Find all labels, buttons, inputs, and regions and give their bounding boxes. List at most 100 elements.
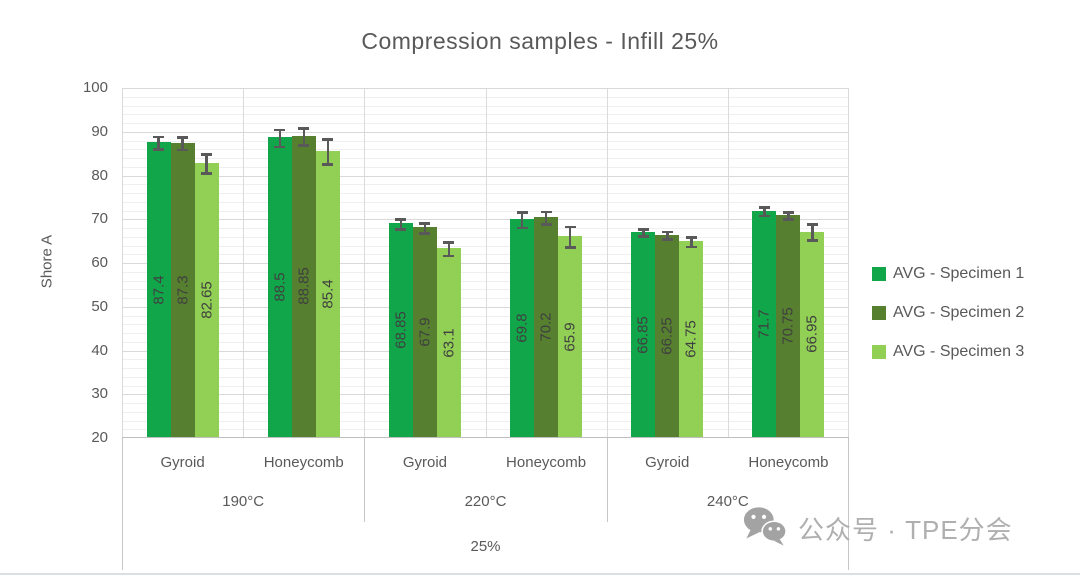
- error-bar: [666, 231, 669, 240]
- bar-gyroid-220-c-specimen-3: 63.1: [436, 248, 461, 437]
- temperature-label: 190°C: [222, 493, 265, 510]
- error-bar-cap: [395, 228, 407, 231]
- axis-frame-line: [606, 438, 608, 522]
- error-bar: [787, 212, 790, 220]
- bar-gyroid-220-c-specimen-1: 68.85: [388, 223, 413, 437]
- category-divider: [122, 88, 123, 437]
- legend-swatch: [872, 306, 886, 320]
- bar-gyroid-240-c-specimen-1: 66.85: [631, 232, 656, 437]
- bar-gyroid-190-c-specimen-3: 82.65: [194, 162, 219, 437]
- error-bar-cap: [201, 153, 213, 156]
- pattern-label: Honeycomb: [506, 454, 587, 471]
- error-bar-cap: [782, 218, 794, 221]
- legend-swatch: [872, 267, 886, 281]
- error-bar-cap: [564, 246, 576, 249]
- bar-value-label: 67.9: [416, 317, 434, 347]
- bar-honeycomb-220-c-specimen-3: 65.9: [558, 236, 583, 437]
- error-bar-cap: [177, 148, 189, 152]
- error-bar: [181, 137, 184, 151]
- error-bar-cap: [153, 135, 165, 139]
- error-bar-cap: [758, 206, 770, 209]
- error-bar-cap: [274, 128, 286, 132]
- error-bar-cap: [661, 238, 673, 241]
- error-bar-cap: [685, 236, 697, 239]
- legend-item-specimen-1: AVG - Specimen 1: [872, 264, 1024, 284]
- bar-value-label: 70.75: [779, 307, 797, 345]
- error-bar-cap: [443, 254, 455, 258]
- axis-frame-line: [122, 438, 123, 570]
- pattern-label: Gyroid: [645, 454, 690, 471]
- y-tick-label: 100: [82, 79, 108, 96]
- legend-label: AVG - Specimen 3: [893, 343, 1025, 360]
- bar-honeycomb-220-c-specimen-1: 69.8: [510, 219, 535, 437]
- bar-gyroid-220-c-specimen-2: 67.9: [412, 227, 437, 437]
- error-bar-cap: [685, 245, 697, 249]
- watermark-text: 公众号 · TPE分会: [798, 515, 1013, 545]
- error-bar-cap: [540, 210, 552, 214]
- error-bar: [157, 136, 160, 150]
- error-bar-cap: [322, 138, 334, 141]
- temperature-label: 220°C: [464, 493, 507, 510]
- y-tick-label: 90: [91, 122, 108, 140]
- bar-value-label: 66.25: [658, 317, 676, 355]
- legend-item-specimen-2: AVG - Specimen 2: [872, 303, 1024, 323]
- legend-swatch: [872, 345, 886, 359]
- error-bar: [205, 154, 208, 174]
- bar-value-label: 87.4: [150, 274, 168, 305]
- category-divider: [606, 88, 608, 437]
- pattern-label: Gyroid: [160, 454, 205, 471]
- temperature-label: 240°C: [706, 493, 749, 510]
- pattern-label: Gyroid: [402, 454, 447, 471]
- category-divider: [364, 88, 366, 437]
- error-bar-cap: [274, 145, 286, 149]
- watermark: 公众号 · TPE分会: [742, 505, 1013, 552]
- error-bar-cap: [419, 222, 431, 225]
- bar-value-label: 66.95: [803, 315, 821, 354]
- bar-honeycomb-190-c-specimen-3: 85.4: [315, 150, 340, 437]
- y-tick-label: 20: [91, 429, 108, 446]
- bar-honeycomb-190-c-specimen-1: 88.5: [267, 137, 292, 437]
- y-tick-label: 70: [91, 210, 108, 228]
- error-bar-cap: [298, 127, 310, 130]
- bar-gyroid-190-c-specimen-2: 87.3: [170, 142, 195, 437]
- y-tick-label: 30: [91, 385, 108, 403]
- bar-gyroid-240-c-specimen-2: 66.25: [655, 234, 680, 437]
- pattern-label: Honeycomb: [263, 454, 344, 471]
- y-tick-label: 80: [91, 166, 108, 184]
- chart-title: Compression samples - Infill 25%: [361, 28, 719, 54]
- error-bar-cap: [637, 235, 649, 238]
- axis-frame-line: [848, 438, 849, 570]
- error-bar-cap: [419, 232, 431, 235]
- bar-value-label: 71.7: [755, 309, 773, 339]
- bar-value-label: 88.85: [295, 267, 313, 306]
- error-bar: [763, 207, 766, 217]
- error-bar: [811, 224, 814, 241]
- error-bar-cap: [443, 241, 455, 244]
- chart-legend: AVG - Specimen 1 AVG - Specimen 2 AVG - Sp…: [872, 264, 1024, 362]
- bar-honeycomb-220-c-specimen-2: 70.2: [534, 217, 559, 437]
- legend-label: AVG - Specimen 2: [893, 304, 1025, 321]
- bar-value-label: 85.4: [319, 279, 337, 309]
- plot-area: 87.4 87.3 82.65 88.5 88.85 85.4 68.85 67.9 63.1 6…: [122, 88, 849, 438]
- error-bar: [642, 229, 645, 237]
- error-bar: [423, 223, 427, 234]
- category-divider: [485, 88, 487, 437]
- bar-honeycomb-190-c-specimen-2: 88.85: [291, 135, 316, 437]
- error-bar-cap: [395, 218, 407, 221]
- error-bar: [690, 237, 693, 248]
- error-bar-cap: [540, 223, 552, 226]
- pattern-label: Honeycomb: [748, 454, 829, 471]
- bar-gyroid-190-c-specimen-1: 87.4: [146, 142, 171, 437]
- infill-label: 25%: [470, 538, 501, 555]
- error-bar-cap: [806, 239, 818, 242]
- error-bar-cap: [516, 226, 528, 229]
- y-axis-title: Shore A: [38, 234, 56, 289]
- error-bar-cap: [298, 144, 310, 147]
- bar-gyroid-240-c-specimen-3: 64.75: [679, 241, 704, 437]
- bar-value-label: 63.1: [440, 328, 458, 358]
- axis-frame-line: [364, 438, 366, 522]
- bar-value-label: 87.3: [174, 275, 192, 305]
- y-tick-label: 60: [91, 254, 108, 271]
- error-bar-cap: [782, 211, 794, 214]
